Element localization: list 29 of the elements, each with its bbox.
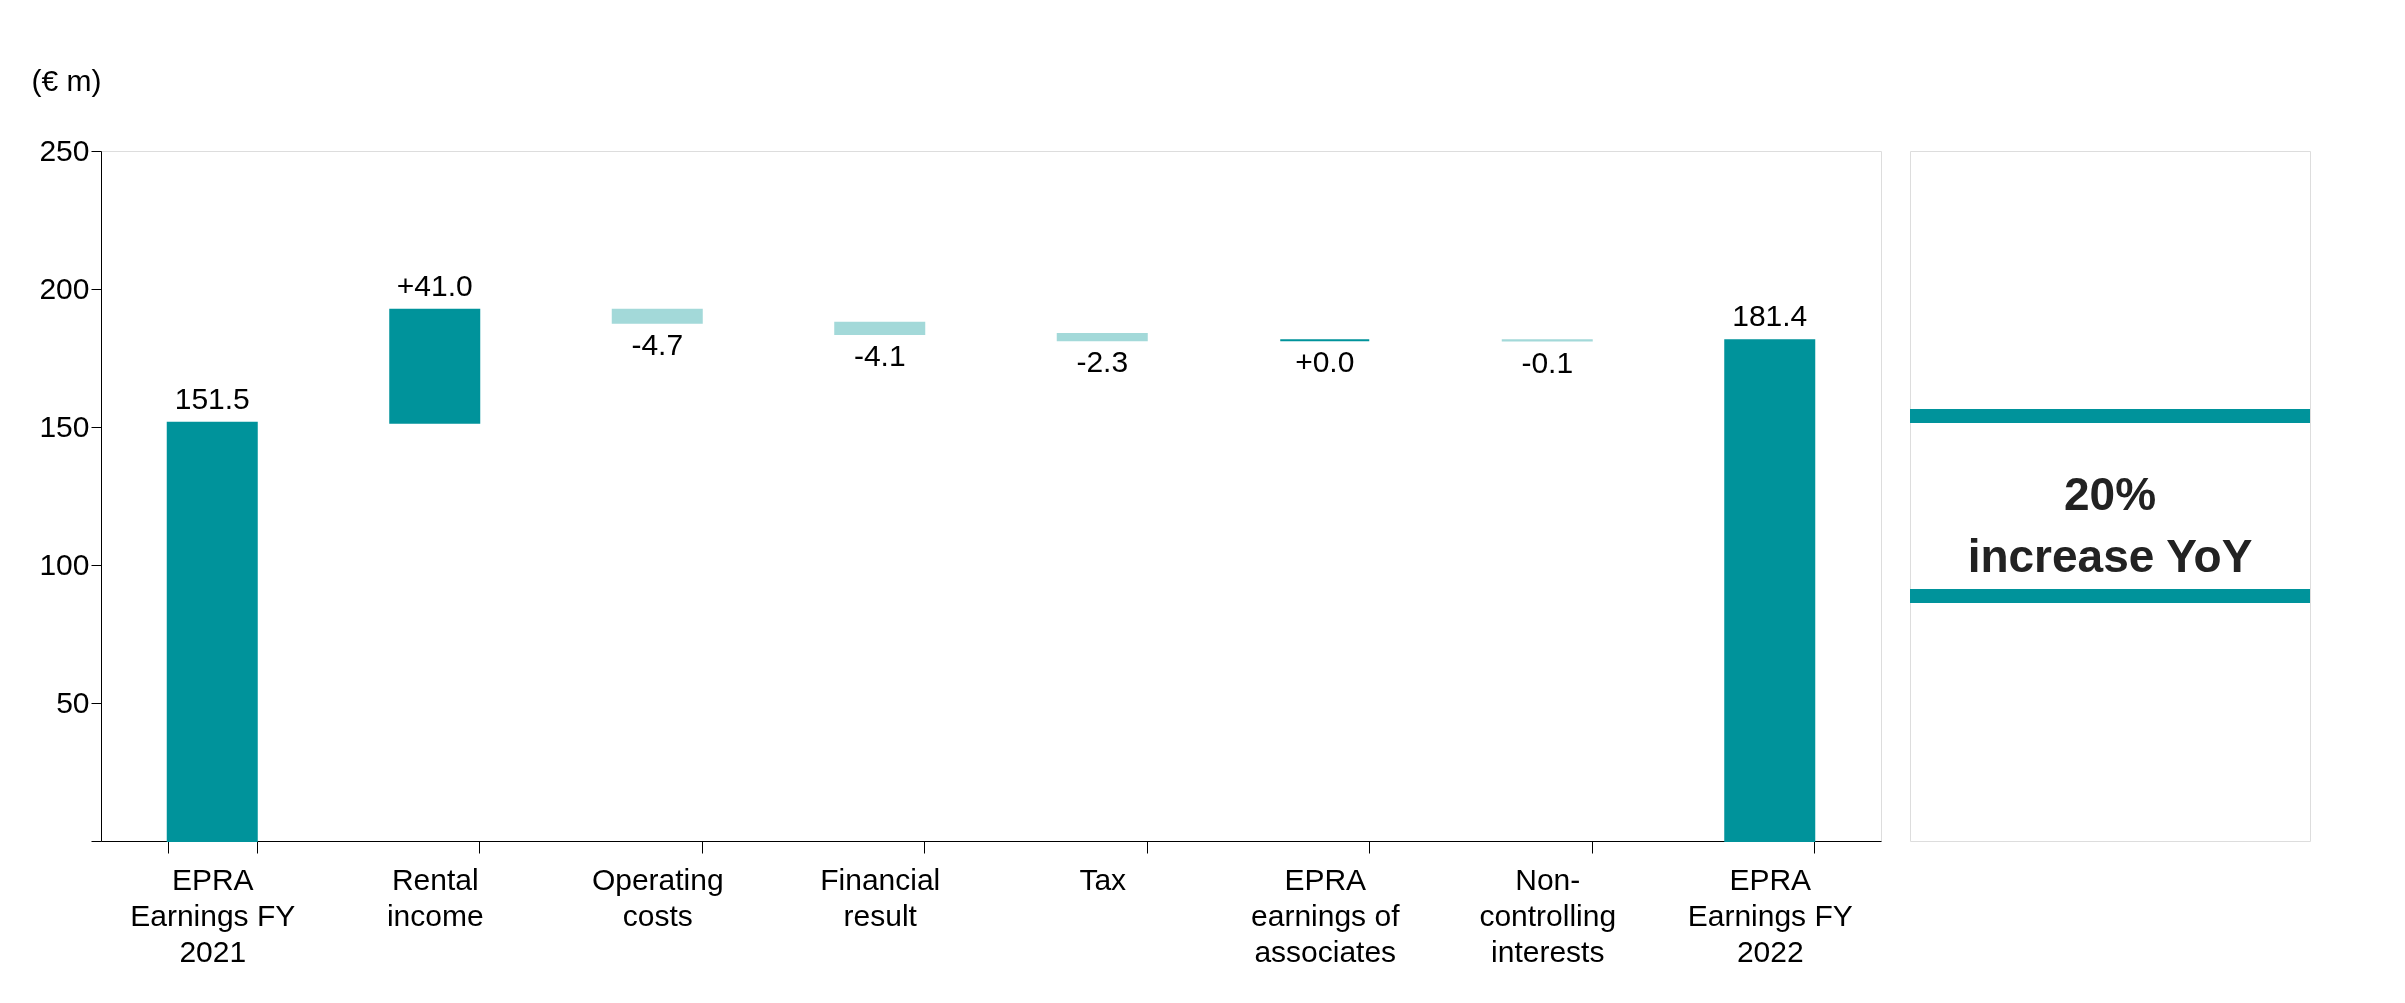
bar <box>834 321 926 335</box>
data-label: +41.0 <box>396 268 473 302</box>
y-tick-label: 250 <box>39 133 90 167</box>
data-label: -2.3 <box>1076 345 1129 379</box>
x-tick-label: EPRA Earnings FY 2021 <box>130 862 296 968</box>
data-label: -4.7 <box>631 327 684 361</box>
bar <box>166 421 258 842</box>
bar <box>389 308 481 424</box>
x-tick-label: Financial result <box>820 862 941 932</box>
y-axis-title: (€ m) <box>31 63 102 97</box>
x-tick-label: EPRA Earnings FY 2022 <box>1687 862 1853 968</box>
x-tick-label: Operating costs <box>591 862 724 932</box>
x-tick-label: Tax <box>1079 862 1127 896</box>
y-tick-label: 200 <box>39 271 90 305</box>
y-tick-label: 100 <box>39 547 90 581</box>
bar <box>611 308 703 324</box>
data-label: -4.1 <box>853 338 906 372</box>
y-tick-label: 150 <box>39 409 90 443</box>
y-tick-label: 50 <box>56 685 90 719</box>
data-label: 151.5 <box>174 381 250 415</box>
bar <box>1056 332 1148 342</box>
x-tick-label: EPRA earnings of associates <box>1251 862 1401 968</box>
text: 20% increase YoY <box>1967 468 2253 582</box>
bar <box>1724 339 1816 842</box>
data-label: -0.1 <box>1521 345 1574 379</box>
x-tick-label: Non-controlling interests <box>1479 862 1617 968</box>
data-label: 181.4 <box>1732 299 1808 333</box>
x-tick-label: Rental income <box>386 862 484 932</box>
data-label: +0.0 <box>1295 345 1355 379</box>
